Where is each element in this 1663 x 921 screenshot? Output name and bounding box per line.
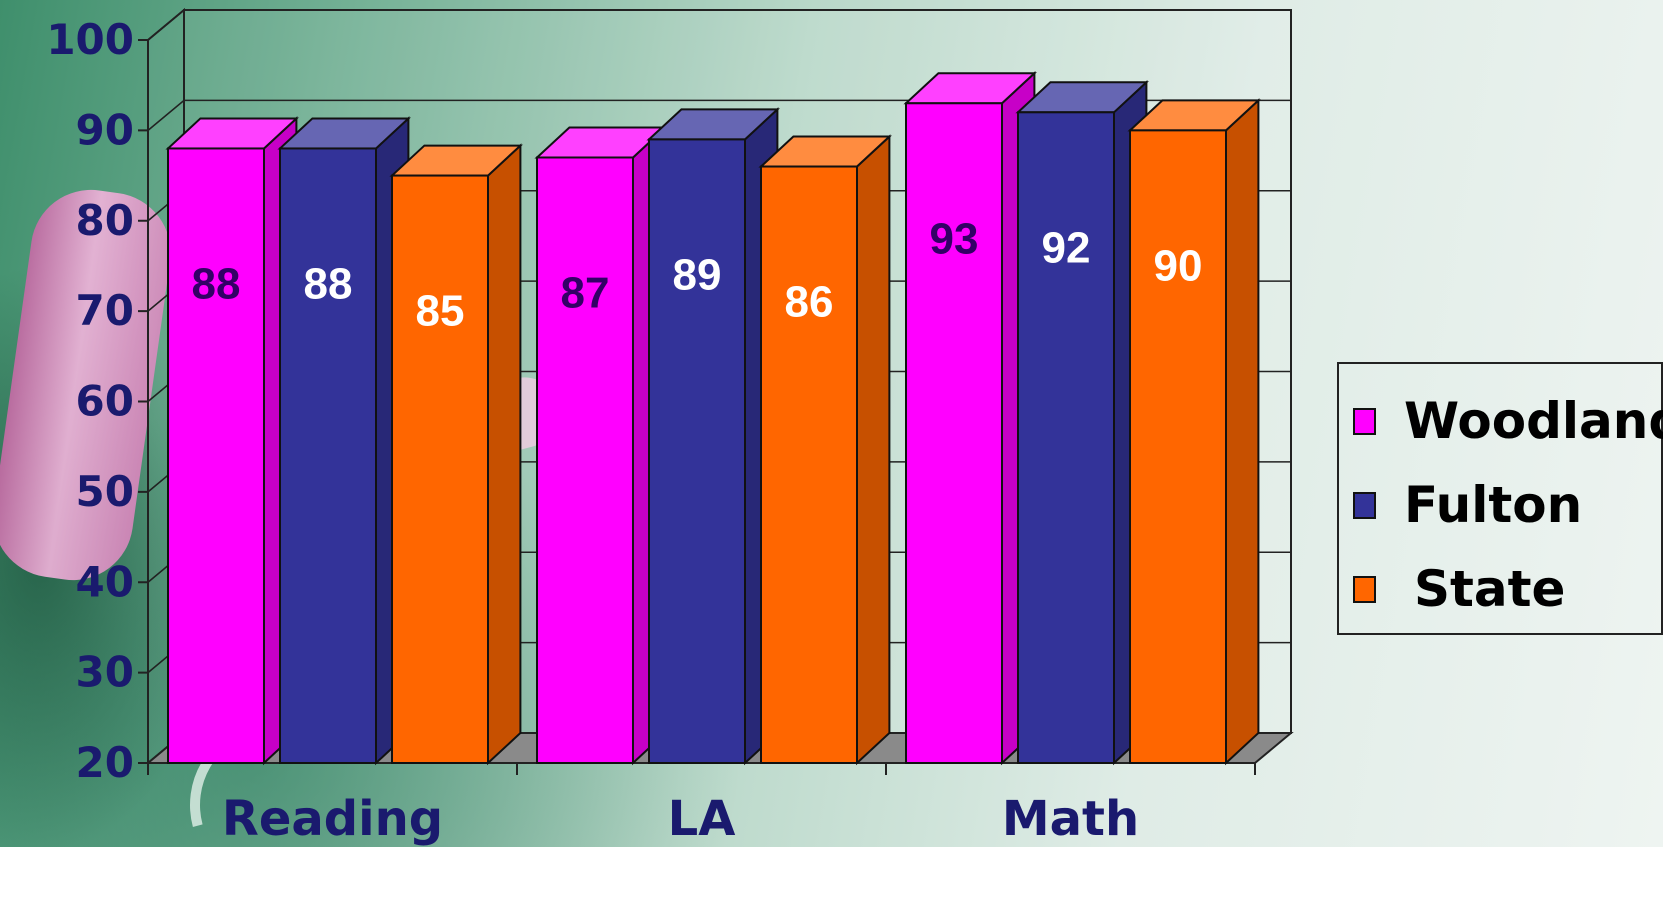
y-tick-label-80: 80 xyxy=(76,196,134,245)
value-label-woodland-math: 93 xyxy=(930,214,979,263)
legend-item-woodland: Woodland xyxy=(1353,392,1663,450)
x-tick-label-math: Math xyxy=(1002,791,1139,847)
bar-front-fulton-reading xyxy=(279,147,377,764)
bar-front-state-la xyxy=(760,165,858,764)
value-label-fulton-la: 89 xyxy=(673,250,722,299)
bar-side-state-la xyxy=(856,134,891,766)
value-label-woodland-la: 87 xyxy=(561,268,610,317)
y-tick-label-20: 20 xyxy=(76,738,134,787)
y-tick-label-90: 90 xyxy=(76,105,134,154)
bar-front-state-reading xyxy=(391,174,489,764)
y-tick-label-100: 100 xyxy=(46,15,134,64)
bar-front-woodland-la xyxy=(536,156,634,765)
y-tick-label-70: 70 xyxy=(76,286,134,335)
value-label-fulton-math: 92 xyxy=(1042,223,1091,272)
legend-swatch-state xyxy=(1353,575,1376,603)
y-tick-label-60: 60 xyxy=(76,377,134,426)
legend-label-state: State xyxy=(1414,560,1566,618)
bar-fulton-reading xyxy=(277,116,411,766)
bar-front-state-math xyxy=(1129,129,1227,764)
bar-front-fulton-math xyxy=(1017,111,1115,765)
y-tick-label-30: 30 xyxy=(76,648,134,697)
y-tick-label-40: 40 xyxy=(76,557,134,606)
bar-woodland-math xyxy=(903,70,1037,766)
x-tick-label-la: LA xyxy=(668,791,736,847)
bar-fulton-la xyxy=(646,107,780,766)
bar-side-state-reading xyxy=(487,143,522,766)
value-label-state-la: 86 xyxy=(785,278,834,327)
bar-front-woodland-math xyxy=(905,102,1003,764)
legend-item-state: State xyxy=(1353,560,1565,618)
bar-front-fulton-la xyxy=(648,138,746,765)
y-axis: 20 30 40 50 60 70 80 90 100 xyxy=(46,15,149,787)
bar-fulton-math xyxy=(1015,80,1149,766)
value-label-woodland-reading: 88 xyxy=(192,259,241,308)
bar-state-math xyxy=(1127,98,1261,766)
gridline-100 xyxy=(147,9,1291,41)
value-label-state-math: 90 xyxy=(1154,241,1203,290)
legend: Woodland Fulton State xyxy=(1337,362,1663,635)
bar-state-la xyxy=(758,134,892,766)
bar-chart: 20 30 40 50 60 70 80 90 100 Reading LA Math 88 88 85… xyxy=(46,7,1294,847)
bars-group xyxy=(165,70,1261,766)
value-label-state-reading: 85 xyxy=(416,287,465,336)
legend-label-woodland: Woodland xyxy=(1404,392,1663,450)
value-label-fulton-reading: 88 xyxy=(304,259,353,308)
legend-label-fulton: Fulton xyxy=(1404,476,1583,534)
bar-woodland-la xyxy=(534,125,668,766)
x-axis: Reading LA Math xyxy=(147,762,1256,847)
bar-state-reading xyxy=(389,143,523,766)
bar-woodland-reading xyxy=(165,116,299,766)
x-tick-label-reading: Reading xyxy=(222,791,443,847)
y-tick-label-50: 50 xyxy=(76,467,134,516)
legend-item-fulton: Fulton xyxy=(1353,476,1582,534)
bar-side-state-math xyxy=(1225,98,1260,766)
value-labels-group: 88 88 85 87 89 86 93 92 90 xyxy=(192,214,1203,335)
legend-swatch-fulton xyxy=(1353,491,1376,519)
legend-swatch-woodland xyxy=(1353,407,1376,435)
bar-front-woodland-reading xyxy=(167,147,265,764)
